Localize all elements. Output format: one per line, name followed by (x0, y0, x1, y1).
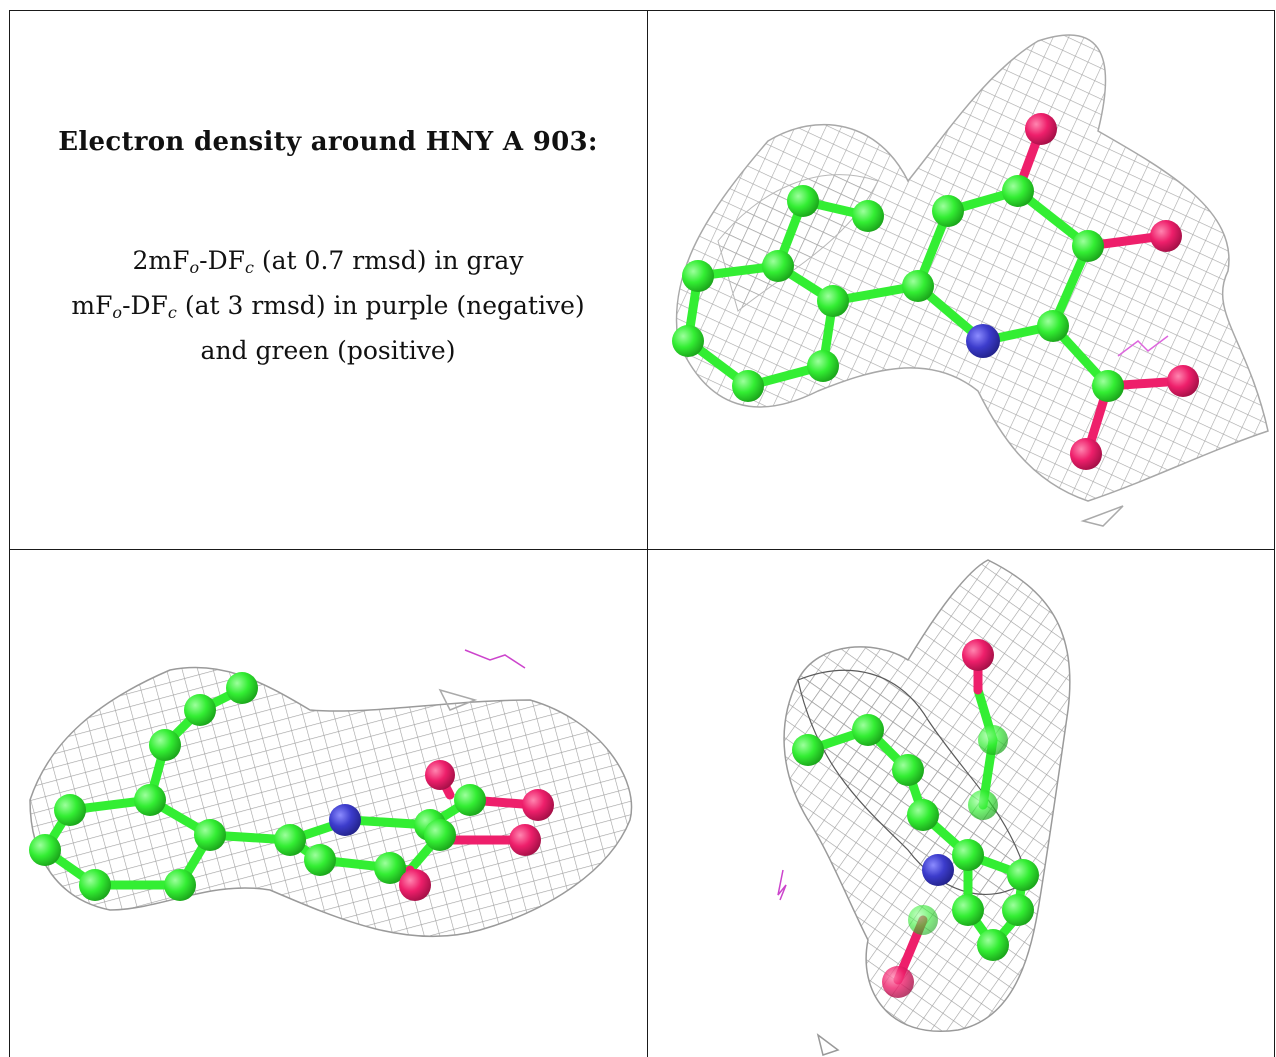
center-border (647, 10, 648, 1057)
top-border (9, 10, 1275, 11)
caption-title: Electron density around HNY A 903: (58, 127, 598, 157)
density-view-bottom-left (10, 550, 647, 1057)
molecule-density-icon (672, 34, 1269, 527)
right-border (1274, 10, 1275, 1057)
figure-grid: Electron density around HNY A 903: 2mFo-… (9, 10, 1275, 1057)
legend-line-green: and green (positive) (200, 336, 456, 365)
legend-line-purple: mFo-DFc (at 3 rmsd) in purple (negative) (71, 291, 585, 322)
middle-border (9, 549, 1275, 550)
legend-line-gray: 2mFo-DFc (at 0.7 rmsd) in gray (132, 246, 524, 277)
molecule-density-icon (777, 559, 1071, 1056)
caption-cell: Electron density around HNY A 903: 2mFo-… (9, 10, 647, 549)
molecule-density-icon (29, 649, 633, 938)
caption-legend: 2mFo-DFc (at 0.7 rmsd) in gray mFo-DFc (… (9, 242, 647, 370)
density-view-bottom-right (648, 550, 1274, 1057)
density-view-top-right (648, 11, 1274, 549)
left-border (9, 10, 10, 1057)
